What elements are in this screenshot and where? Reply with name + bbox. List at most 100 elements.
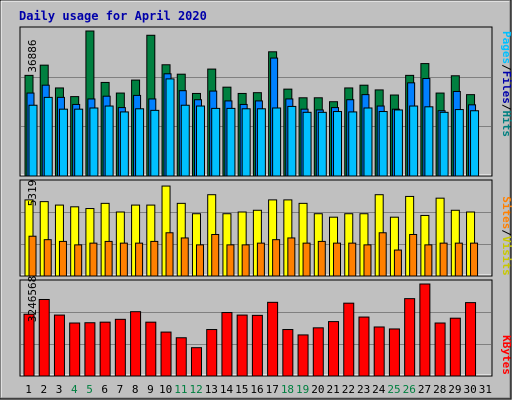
kbytes-bar: [236, 314, 248, 377]
pages-bar: [287, 105, 297, 177]
pages-bar: [89, 107, 99, 177]
kbytes-bar: [175, 337, 187, 377]
sites-bar: [43, 239, 52, 277]
kbytes-bar: [465, 302, 477, 377]
pages-bar: [226, 107, 236, 177]
x-label-day-13: 13: [205, 383, 218, 396]
kbytes-bar: [434, 322, 446, 377]
sites-bar: [165, 232, 174, 277]
sites-bar: [424, 244, 433, 277]
kbytes-bar: [267, 301, 279, 377]
kbytes-bar: [99, 321, 111, 377]
kbytes-bar: [449, 317, 461, 377]
x-label-day-23: 23: [357, 383, 370, 396]
x-label-day-7: 7: [117, 383, 124, 396]
x-label-day-21: 21: [327, 383, 340, 396]
pages-bar: [119, 111, 129, 177]
sites-bar: [104, 240, 113, 277]
kbytes-bar: [404, 298, 416, 377]
sites-bar: [119, 242, 128, 277]
x-label-day-11: 11: [174, 383, 187, 396]
x-label-day-31: 31: [479, 383, 492, 396]
legend-pages: Pages: [500, 31, 512, 64]
sites-bar: [454, 242, 463, 277]
kbytes-bar: [130, 311, 142, 377]
pages-bar: [272, 107, 282, 177]
pages-bar: [241, 108, 251, 177]
sites-bar: [393, 249, 402, 277]
x-label-day-24: 24: [372, 383, 386, 396]
pages-bar: [378, 111, 388, 177]
pages-bar: [150, 109, 160, 177]
x-label-day-30: 30: [464, 383, 477, 396]
x-label-day-1: 1: [25, 383, 32, 396]
x-label-day-14: 14: [220, 383, 234, 396]
y-max-label-visits: 5319: [26, 180, 39, 207]
x-label-day-26: 26: [403, 383, 416, 396]
x-label-day-3: 3: [56, 383, 63, 396]
legend-sep: /: [500, 229, 512, 236]
sites-bar: [363, 244, 372, 277]
x-label-day-20: 20: [311, 383, 324, 396]
kbytes-bar: [23, 313, 35, 377]
sites-bar: [89, 242, 98, 277]
x-label-day-15: 15: [235, 383, 248, 396]
bars: [23, 30, 480, 377]
x-label-day-25: 25: [387, 383, 400, 396]
kbytes-bar: [282, 329, 294, 377]
x-label-day-22: 22: [342, 383, 355, 396]
legend-visits: Visits: [500, 236, 512, 276]
y-axis-labels: 36886 5319 3246568: [26, 39, 39, 322]
legend-files: Files: [500, 71, 512, 104]
pages-bar: [470, 110, 480, 177]
legend-sites: Sites: [500, 196, 512, 229]
legends: Pages/Files/Hits Sites/Visits KBytes: [500, 31, 512, 375]
legend-hits-files-pages: Pages/Files/Hits: [500, 31, 512, 137]
x-label-day-29: 29: [448, 383, 461, 396]
pages-bar: [424, 106, 434, 177]
kbytes-bar: [53, 314, 65, 377]
legend-kbytes: KBytes: [500, 335, 512, 375]
sites-bar: [439, 242, 448, 277]
pages-bar: [302, 111, 312, 177]
x-label-day-28: 28: [433, 383, 446, 396]
pages-bar: [454, 109, 464, 177]
pages-bar: [58, 108, 68, 177]
pages-bar: [211, 107, 221, 177]
pages-bar: [317, 111, 327, 177]
x-label-day-18: 18: [281, 383, 294, 396]
pages-bar: [43, 96, 53, 177]
kbytes-bar: [38, 298, 50, 377]
sites-bar: [241, 244, 250, 277]
kbytes-bar: [69, 322, 81, 377]
sites-bar: [226, 244, 235, 277]
x-label-day-6: 6: [101, 383, 108, 396]
legend-sep: /: [500, 104, 512, 111]
x-label-day-16: 16: [250, 383, 263, 396]
sites-bar: [74, 244, 83, 277]
pages-bar: [333, 111, 343, 177]
kbytes-bar: [328, 321, 340, 377]
pages-bar: [363, 107, 373, 177]
sites-bar: [287, 237, 296, 277]
legend-visits-sites: Sites/Visits: [500, 196, 512, 276]
pages-bar: [104, 105, 114, 177]
x-axis-labels: 1 2 3 4 5 6 7 8 9 10 11 12 13 14 15 16 17 18 19 20 21 22 23 24 2…: [25, 383, 492, 396]
kbytes-bar: [221, 312, 233, 377]
kbytes-bar: [312, 327, 324, 377]
sites-bar: [302, 242, 311, 277]
sites-bar: [195, 244, 204, 277]
kbytes-bar: [388, 328, 400, 377]
sites-bar: [180, 237, 189, 277]
x-label-day-10: 10: [159, 383, 172, 396]
pages-bar: [348, 111, 358, 177]
kbytes-bar: [343, 302, 355, 377]
y-max-label-hits: 36886: [26, 39, 39, 72]
pages-bar: [135, 108, 145, 177]
pages-bar: [256, 108, 266, 177]
sites-bar: [256, 242, 265, 277]
kbytes-bar: [419, 283, 431, 377]
kbytes-bar: [297, 334, 309, 377]
